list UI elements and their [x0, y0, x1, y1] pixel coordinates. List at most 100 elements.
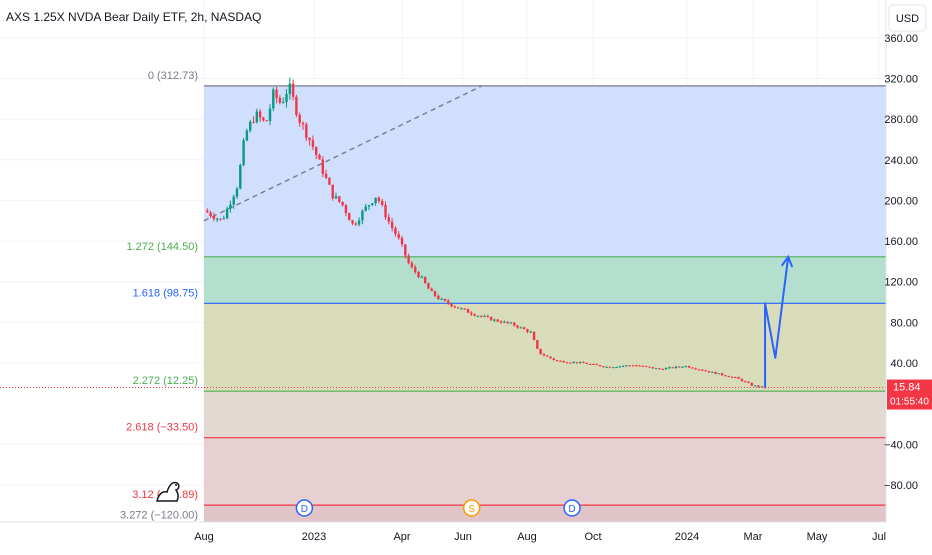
candle-body [377, 197, 381, 202]
price-axis-label: 80.00 [890, 317, 918, 329]
candle-body [687, 366, 691, 368]
last-price-value: 15.84 [893, 382, 921, 394]
candle-body [595, 364, 598, 366]
candle-body [443, 298, 447, 301]
price-axis-label: 280.00 [884, 114, 918, 126]
candle-body [387, 217, 391, 222]
candle-body [268, 108, 272, 122]
candle-body [664, 368, 668, 370]
candle-body [569, 362, 572, 364]
fib-level-label: 1.272 (144.50) [126, 241, 198, 253]
candles [206, 77, 767, 389]
candle-body [506, 321, 509, 323]
candle-body [318, 154, 321, 160]
candle-body [549, 356, 552, 359]
candle-body [658, 368, 661, 370]
candle-body [714, 371, 717, 374]
candle-body [371, 203, 374, 206]
candle-body [598, 364, 602, 367]
event-marker-circle [563, 499, 581, 517]
candle-body [288, 83, 292, 95]
event-marker[interactable]: D [295, 499, 314, 517]
candle-body [625, 365, 628, 367]
candle-body [417, 271, 420, 278]
candle-body [691, 367, 694, 369]
candle-body [245, 130, 249, 141]
candle-body [648, 366, 651, 368]
candle-body [638, 365, 641, 367]
candle-body [308, 137, 311, 141]
candle-body [301, 122, 305, 125]
candle-body [744, 381, 747, 383]
candle-body [242, 140, 245, 166]
time-axis-label: Apr [393, 531, 410, 543]
last-price-tag-bg [887, 379, 932, 410]
fib-level-label: 3.272 (−120.00) [120, 510, 198, 522]
candle-body [430, 288, 433, 292]
candle-body [390, 221, 394, 229]
candle-body [282, 102, 285, 104]
trend-line[interactable] [203, 85, 483, 222]
candle-body [628, 365, 631, 367]
candle-body [701, 369, 704, 371]
candle-body [678, 366, 681, 368]
candle-body [562, 361, 565, 363]
candle-body [615, 366, 618, 368]
event-marker[interactable]: D [563, 499, 581, 517]
candle-body [315, 146, 318, 155]
event-marker-circle [295, 499, 314, 517]
projection-path[interactable] [764, 256, 790, 388]
projection-arrow[interactable] [764, 254, 794, 388]
price-axis-label: 160.00 [884, 236, 918, 248]
candle-body [427, 283, 430, 289]
price-axis-label: 120.00 [884, 277, 918, 289]
candle-body [258, 111, 262, 118]
candle-body [225, 208, 229, 219]
candle-body [519, 327, 523, 329]
candle-body [631, 365, 635, 367]
candle-body [364, 206, 367, 211]
candle-body [252, 121, 255, 123]
time-axis-label: 2024 [675, 531, 699, 543]
candle-body [552, 358, 556, 361]
candle-body [542, 354, 546, 356]
candle-body [222, 218, 226, 220]
event-marker-label: S [468, 504, 475, 515]
candle-body [697, 369, 701, 371]
candle-body [341, 201, 344, 206]
trend-line-segment[interactable] [203, 85, 483, 222]
currency-button[interactable]: USD [888, 4, 927, 32]
price-axis-label: 240.00 [884, 155, 918, 167]
candle-body [262, 117, 265, 121]
candle-body [414, 267, 417, 272]
candle-body [724, 375, 727, 377]
candle-body [480, 315, 483, 317]
candle-body [522, 327, 526, 330]
fibonacci-extension[interactable] [0, 85, 886, 526]
candle-body [529, 331, 532, 333]
fib-level-label: 2.618 (−33.50) [126, 422, 198, 434]
candle-body [265, 120, 268, 122]
candle-body [249, 121, 252, 131]
candle-body [209, 212, 212, 217]
candle-body [410, 263, 414, 268]
candle-body [219, 218, 222, 220]
candle-body [559, 360, 562, 362]
candle-body [232, 196, 235, 205]
watermark-logo [156, 481, 180, 502]
candle-body [291, 83, 295, 97]
candle-body [460, 308, 463, 310]
candle-body [605, 366, 608, 368]
candle-body [575, 362, 579, 364]
candle-body [516, 325, 519, 328]
event-marker[interactable]: S [462, 499, 481, 517]
candle-body [555, 360, 559, 362]
candle-body [440, 298, 443, 300]
candle-body [334, 196, 338, 199]
candle-body [645, 366, 648, 368]
candle-body [354, 223, 358, 225]
candle-body [496, 319, 499, 322]
